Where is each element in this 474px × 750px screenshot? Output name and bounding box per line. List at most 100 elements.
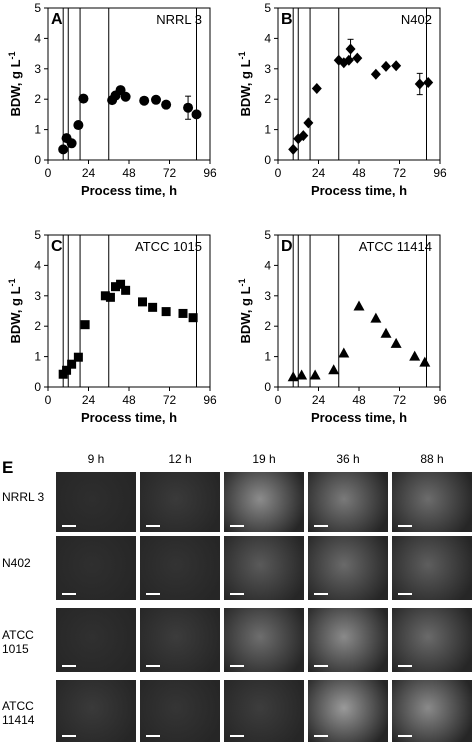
- x-tick-label: 48: [352, 393, 366, 407]
- micrograph-image: [56, 680, 136, 742]
- y-tick-label: 3: [264, 289, 271, 303]
- data-point: [188, 313, 198, 323]
- data-point: [73, 352, 83, 362]
- y-axis-label: BDW, g L-1: [7, 278, 23, 343]
- y-tick-label: 1: [34, 123, 41, 137]
- micrograph-image: [140, 472, 220, 532]
- x-tick-label: 48: [352, 166, 366, 180]
- scale-bar: [146, 593, 160, 595]
- y-tick-label: 4: [34, 31, 41, 45]
- data-point: [80, 320, 90, 330]
- data-point: [423, 76, 434, 88]
- data-point: [183, 102, 194, 113]
- data-point: [66, 138, 77, 149]
- x-tick-label: 24: [312, 393, 326, 407]
- data-point: [328, 364, 340, 375]
- x-tick-label: 96: [203, 166, 217, 180]
- x-tick-label: 48: [122, 166, 136, 180]
- micrograph-image: [392, 536, 472, 600]
- data-point: [288, 143, 299, 155]
- micrograph-panel: E 9 h 12 h 19 h 36 h 88 h NRRL 3 N402 ATCC 1015…: [0, 452, 474, 750]
- strain-label: N402: [401, 12, 432, 27]
- data-point: [73, 120, 84, 131]
- strain-label: ATCC 11414: [359, 239, 432, 254]
- data-point: [298, 130, 309, 142]
- x-axis-label: Process time, h: [311, 183, 407, 198]
- data-point: [380, 327, 392, 338]
- data-point: [58, 144, 69, 155]
- data-point: [391, 60, 402, 72]
- y-tick-label: 5: [34, 1, 41, 15]
- y-tick-label: 1: [264, 123, 271, 137]
- y-tick-label: 3: [34, 289, 41, 303]
- data-point: [414, 78, 425, 90]
- panel-letter-e: E: [2, 458, 14, 477]
- micrograph-image: [308, 472, 388, 532]
- y-tick-label: 5: [264, 228, 271, 242]
- x-tick-label: 72: [163, 393, 177, 407]
- data-point: [138, 297, 147, 307]
- data-point: [419, 356, 431, 367]
- scale-bar: [230, 593, 244, 595]
- time-column-label: 88 h: [420, 452, 444, 466]
- strain-row-label: NRRL 3: [2, 490, 52, 504]
- y-axis-label: BDW, g L-1: [237, 278, 253, 343]
- strain-row-label-line1: ATCC: [2, 628, 34, 642]
- x-tick-label: 24: [82, 393, 96, 407]
- y-tick-label: 3: [264, 62, 271, 76]
- y-tick-label: 2: [34, 319, 41, 333]
- plot-frame: [47, 7, 211, 161]
- data-point: [333, 54, 344, 66]
- micrograph-image: [56, 536, 136, 600]
- data-point: [161, 99, 172, 110]
- data-point: [67, 359, 77, 369]
- micrograph-image: [140, 680, 220, 742]
- strain-row-label: ATCC 11414: [2, 699, 52, 727]
- scale-bar: [62, 665, 76, 667]
- y-tick-label: 1: [264, 350, 271, 364]
- strain-row-label-line2: 11414: [2, 713, 35, 727]
- x-tick-label: 96: [433, 166, 447, 180]
- data-point: [352, 52, 363, 64]
- data-point: [148, 302, 158, 312]
- time-column-label: 36 h: [336, 452, 360, 466]
- data-point: [100, 291, 110, 301]
- time-column-label: 19 h: [252, 452, 276, 466]
- strain-row-label: ATCC 1015: [2, 628, 52, 656]
- micrograph-image: [56, 608, 136, 672]
- chart-panel-d: 0 24 48 72 96 0 1 2 3 4 5 Process time, h BDW, g L-1…: [237, 228, 447, 425]
- data-point: [161, 307, 171, 317]
- data-point: [178, 308, 188, 318]
- micrograph-image: [140, 608, 220, 672]
- data-point: [287, 371, 299, 382]
- data-point: [343, 54, 354, 66]
- scale-bar: [314, 665, 328, 667]
- scale-bar: [230, 735, 244, 737]
- scale-bar: [230, 665, 244, 667]
- data-point: [338, 347, 350, 358]
- y-tick-label: 4: [264, 258, 271, 272]
- strain-label: ATCC 1015: [135, 239, 202, 254]
- micrograph-image: [308, 680, 388, 742]
- y-tick-label: 0: [34, 153, 41, 167]
- time-column-label: 9 h: [87, 452, 105, 466]
- x-tick-label: 48: [122, 393, 136, 407]
- scale-bar: [146, 665, 160, 667]
- micrograph-image: [140, 536, 220, 600]
- panel-letter: D: [281, 238, 293, 255]
- y-axis-label: BDW, g L-1: [7, 51, 23, 116]
- plot-frame: [277, 234, 441, 388]
- data-point: [303, 117, 314, 129]
- x-axis-label: Process time, h: [81, 183, 177, 198]
- y-tick-label: 4: [34, 258, 41, 272]
- micrograph-image: [308, 536, 388, 600]
- scale-bar: [314, 593, 328, 595]
- micrograph-image: [392, 608, 472, 672]
- chart-panel-c: 0 24 48 72 96 0 1 2 3 4 5 Process time, h BDW, g L-1…: [7, 228, 217, 425]
- micrograph-image: [224, 680, 304, 742]
- data-point: [311, 83, 322, 95]
- data-point: [353, 300, 365, 311]
- x-tick-label: 0: [275, 393, 282, 407]
- x-tick-label: 0: [275, 166, 282, 180]
- x-tick-label: 72: [393, 393, 407, 407]
